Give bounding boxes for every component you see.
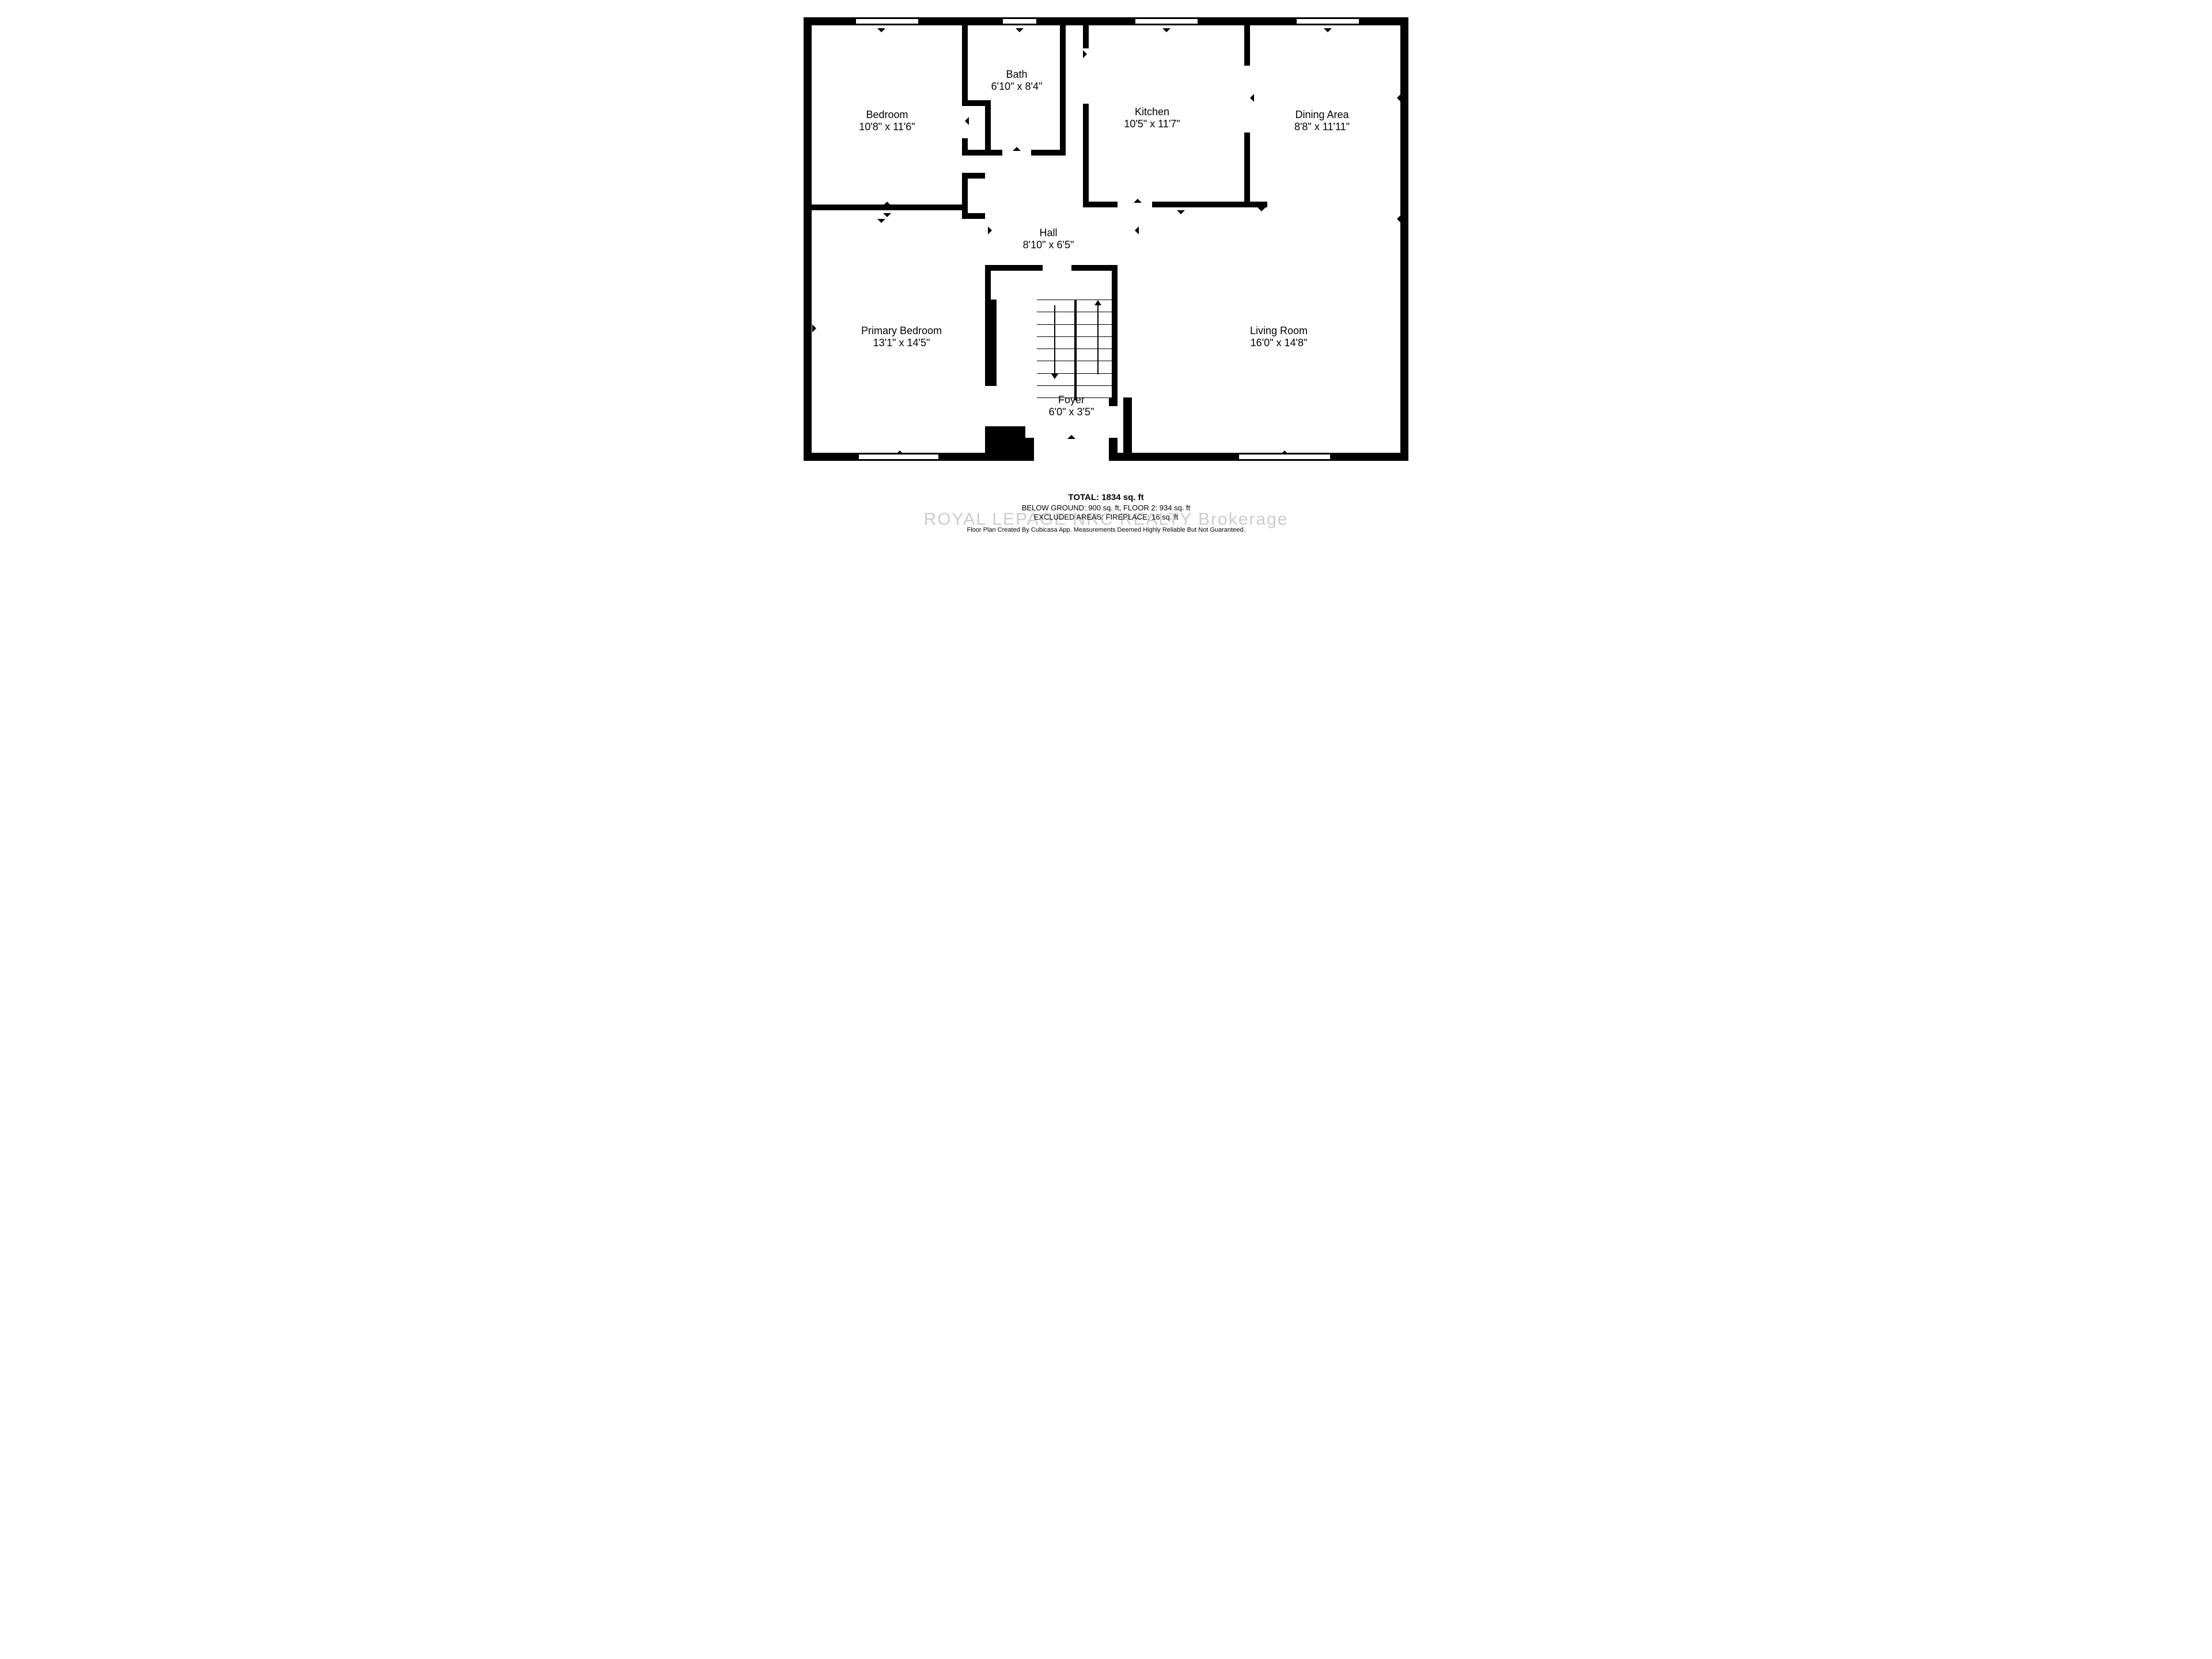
footer: TOTAL: 1834 sq. ftBELOW GROUND: 900 sq. … bbox=[967, 493, 1245, 535]
wall-kitch-bot-r bbox=[1152, 202, 1250, 207]
door-marker bbox=[896, 450, 904, 454]
room-name: Dining Area bbox=[1294, 109, 1350, 121]
window-win-t3 bbox=[1135, 18, 1198, 24]
footer-disclaimer: Floor Plan Created By Cubicasa App. Meas… bbox=[967, 527, 1245, 535]
door-marker bbox=[877, 219, 885, 223]
wall-bath-bot-l bbox=[962, 150, 1002, 156]
wall-kitch-r-top bbox=[1244, 25, 1250, 66]
room-dims: 6'10" x 8'4" bbox=[991, 81, 1043, 93]
room-label-bath: Bath6'10" x 8'4" bbox=[991, 69, 1043, 93]
window-win-t4 bbox=[1296, 18, 1359, 24]
room-dims: 6'0" x 3'5" bbox=[1049, 406, 1094, 418]
wall-bath-r bbox=[1060, 25, 1066, 156]
room-name: Foyer bbox=[1049, 394, 1094, 406]
room-dims: 13'1" x 14'5" bbox=[861, 337, 942, 349]
room-label-living: Living Room16'0" x 14'8" bbox=[1250, 325, 1308, 349]
floor-plan: Bedroom10'8" x 11'6" Bath6'10" x 8'4" Kitc… bbox=[737, 0, 1475, 553]
wall-pb-r-top bbox=[985, 300, 997, 386]
door-marker bbox=[1244, 50, 1248, 58]
wall-kitch-r-bot bbox=[1244, 132, 1250, 207]
room-dims: 16'0" x 14'8" bbox=[1250, 337, 1308, 349]
door-marker bbox=[1257, 207, 1266, 211]
door-marker bbox=[812, 324, 816, 332]
room-label-hall: Hall8'10" x 6'5" bbox=[1023, 227, 1074, 251]
room-label-kitchen: Kitchen10'5" x 11'7" bbox=[1124, 106, 1180, 130]
stair-arrow-shaft bbox=[1097, 305, 1099, 374]
room-label-dining: Dining Area8'8" x 11'11" bbox=[1294, 109, 1350, 133]
wall-hall-bot-l bbox=[985, 265, 1043, 271]
door-marker bbox=[988, 226, 992, 234]
wall-closet-r bbox=[985, 100, 991, 156]
window-win-b1 bbox=[858, 454, 939, 460]
door-marker bbox=[877, 28, 885, 32]
wall-hall-rpost bbox=[1112, 265, 1118, 300]
room-dims: 10'8" x 11'6" bbox=[859, 121, 915, 133]
door-marker bbox=[1397, 94, 1401, 102]
stair-tread bbox=[1037, 373, 1118, 374]
wall-ext-left bbox=[804, 17, 812, 461]
door-marker bbox=[1067, 435, 1075, 439]
window-win-b2 bbox=[1238, 454, 1331, 460]
room-name: Kitchen bbox=[1124, 106, 1180, 118]
stair-tread bbox=[1037, 324, 1118, 325]
wall-bed-div-rstub bbox=[962, 204, 968, 219]
wall-hall-lpost bbox=[985, 265, 991, 300]
wall-hall-bot-r bbox=[1071, 265, 1118, 271]
door-marker bbox=[883, 213, 891, 217]
window-win-t1 bbox=[855, 18, 919, 24]
footer-total: TOTAL: 1834 sq. ft bbox=[967, 493, 1245, 503]
room-dims: 10'5" x 11'7" bbox=[1124, 118, 1180, 130]
door-marker bbox=[1324, 28, 1332, 32]
stair-tread bbox=[1037, 385, 1118, 386]
wall-bed-div-smr bbox=[968, 213, 985, 219]
footer-line2: BELOW GROUND: 900 sq. ft, FLOOR 2: 934 s… bbox=[967, 503, 1245, 513]
room-name: Primary Bedroom bbox=[861, 325, 942, 337]
wall-kitch-bot-l bbox=[1083, 202, 1118, 207]
window-win-t2 bbox=[1002, 18, 1037, 24]
door-marker bbox=[965, 117, 969, 125]
wall-kitch-l-bot bbox=[1083, 104, 1089, 207]
room-name: Bath bbox=[991, 69, 1043, 81]
room-name: Bedroom bbox=[859, 109, 915, 121]
room-dims: 8'8" x 11'11" bbox=[1294, 121, 1350, 133]
wall-ext-right bbox=[1400, 17, 1408, 461]
footer-total-label: TOTAL: bbox=[1068, 493, 1099, 502]
footer-line3: EXCLUDED AREAS: FIREPLACE: 16 sq. ft bbox=[967, 513, 1245, 522]
door-marker bbox=[1162, 28, 1171, 32]
door-marker bbox=[1250, 94, 1254, 102]
door-marker bbox=[1013, 147, 1021, 151]
door-marker bbox=[1083, 50, 1087, 58]
door-marker bbox=[883, 202, 891, 206]
door-marker bbox=[1134, 199, 1142, 203]
stair-arrow-head bbox=[1051, 374, 1058, 379]
room-label-foyer: Foyer6'0" x 3'5" bbox=[1049, 394, 1094, 418]
wall-bed-div-topstub bbox=[962, 173, 968, 204]
wall-foyer-br bbox=[1109, 438, 1118, 461]
room-label-primary: Primary Bedroom13'1" x 14'5" bbox=[861, 325, 942, 349]
stair-arrow-head bbox=[1094, 300, 1101, 305]
footer-total-value: 1834 sq. ft bbox=[1101, 493, 1143, 502]
wall-foyer-top-r bbox=[1109, 397, 1118, 406]
wall-pb-r-bot bbox=[985, 426, 1025, 461]
door-marker bbox=[1397, 215, 1401, 223]
wall-foyer-bl bbox=[1025, 438, 1034, 461]
door-marker bbox=[1281, 450, 1289, 454]
door-marker bbox=[1135, 226, 1139, 234]
room-dims: 8'10" x 6'5" bbox=[1023, 239, 1074, 251]
wall-lr-post bbox=[1123, 397, 1132, 461]
stair-arrow-shaft bbox=[1054, 305, 1055, 374]
stair-tread bbox=[1037, 336, 1118, 337]
room-label-bedroom: Bedroom10'8" x 11'6" bbox=[859, 109, 915, 133]
wall-bed-div-top bbox=[968, 173, 985, 179]
wall-kitch-l-top bbox=[1083, 25, 1089, 48]
door-marker bbox=[1016, 28, 1024, 32]
room-name: Living Room bbox=[1250, 325, 1308, 337]
wall-bed-r-top bbox=[962, 25, 968, 100]
wall-dining-bot bbox=[1244, 202, 1267, 207]
room-name: Hall bbox=[1023, 227, 1074, 239]
door-marker bbox=[1177, 210, 1185, 214]
